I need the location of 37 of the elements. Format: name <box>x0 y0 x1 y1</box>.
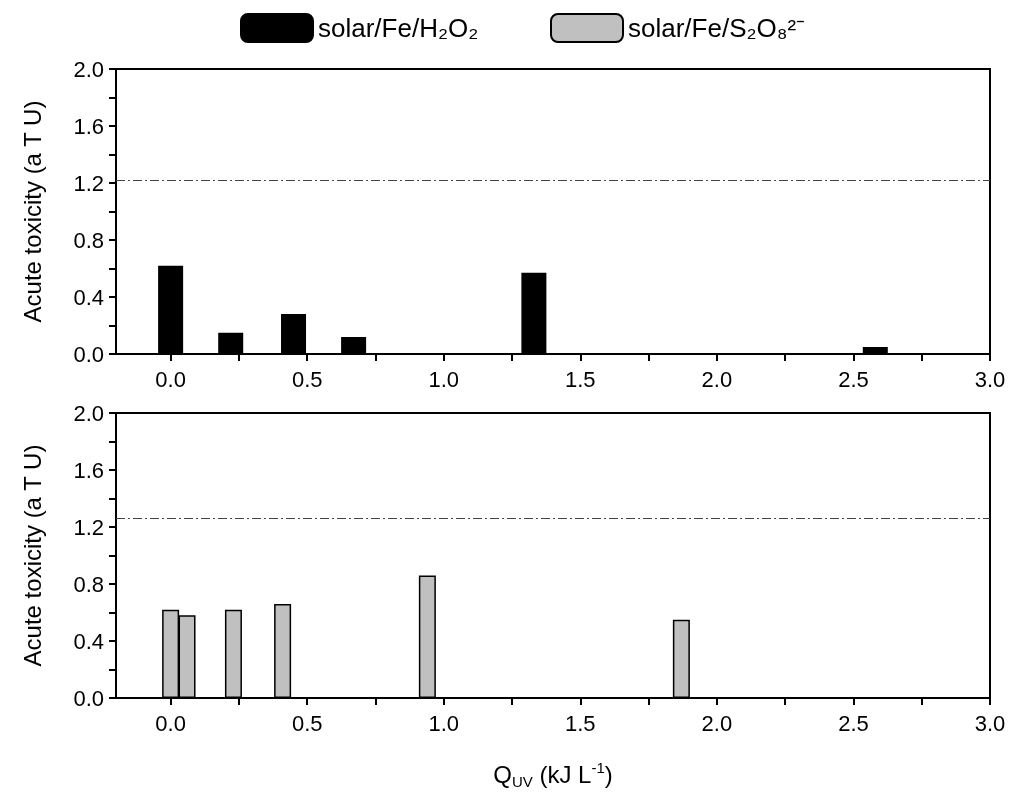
x-tick-label: 1.0 <box>428 710 460 736</box>
bar <box>341 336 367 354</box>
y-tick-label: 1.6 <box>73 457 104 483</box>
y-tick-label: 1.6 <box>73 113 104 139</box>
legend-label: solar/Fe/H₂O₂ <box>318 13 479 43</box>
y-axis-title: Acute toxicity (a T U) <box>18 444 46 667</box>
legend-label: solar/Fe/S₂O₈²⁻ <box>628 13 806 43</box>
x-tick-label: 3.0 <box>974 710 1006 736</box>
bar <box>274 603 292 698</box>
x-tick-label: 0.5 <box>291 710 323 736</box>
x-tick-label: 2.5 <box>838 366 869 392</box>
bar <box>281 314 307 354</box>
bar <box>672 619 690 698</box>
y-tick-label: 0.0 <box>73 685 104 711</box>
x-tick-label: 2.0 <box>701 710 733 736</box>
y-tick-label: 0.0 <box>73 341 104 367</box>
bar <box>862 346 888 354</box>
y-axis-title: Acute toxicity (a T U) <box>18 100 46 323</box>
x-tick-label: 2.0 <box>701 366 733 392</box>
y-tick-label: 1.2 <box>73 514 104 540</box>
y-tick-label: 2.0 <box>73 56 104 82</box>
x-tick-label: 1.5 <box>565 366 596 392</box>
x-tick-label: 2.5 <box>838 710 869 736</box>
x-tick-label: 0.5 <box>291 366 323 392</box>
bar <box>418 575 436 698</box>
x-tick-label: 1.5 <box>565 710 596 736</box>
x-tick-label: 0.0 <box>155 710 186 736</box>
y-tick-label: 0.8 <box>73 571 104 597</box>
x-tick-label: 3.0 <box>974 366 1006 392</box>
y-tick-label: 0.4 <box>73 284 104 310</box>
y-tick-label: 2.0 <box>73 400 104 426</box>
y-tick-label: 0.8 <box>73 227 104 253</box>
bar <box>521 272 547 354</box>
x-tick-label: 0.0 <box>155 366 186 392</box>
y-tick-label: 0.4 <box>73 628 104 654</box>
x-tick-label: 1.0 <box>428 366 460 392</box>
y-tick-label: 1.2 <box>73 170 104 196</box>
